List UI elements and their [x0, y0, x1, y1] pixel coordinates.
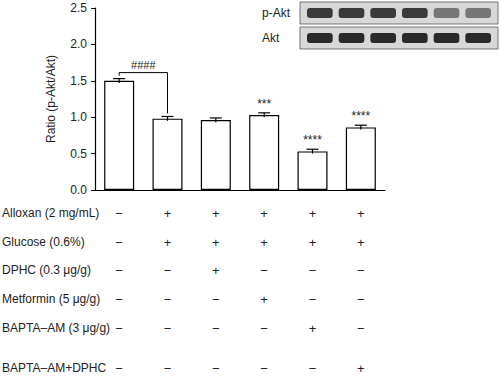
svg-text:2.5: 2.5: [70, 1, 87, 15]
svg-text:−: −: [164, 263, 172, 278]
svg-text:+: +: [357, 235, 365, 250]
svg-text:####: ####: [131, 59, 156, 71]
svg-text:+: +: [309, 321, 317, 336]
svg-text:−: −: [115, 321, 123, 336]
svg-text:+: +: [309, 235, 317, 250]
svg-text:1.0: 1.0: [70, 110, 87, 124]
svg-text:−: −: [115, 206, 123, 221]
svg-text:−: −: [260, 361, 268, 376]
svg-text:−: −: [164, 321, 172, 336]
svg-text:Alloxan (2 mg/mL): Alloxan (2 mg/mL): [2, 206, 99, 220]
svg-text:Metformin (5 μg/g): Metformin (5 μg/g): [2, 292, 100, 306]
svg-text:−: −: [260, 263, 268, 278]
svg-text:+: +: [212, 235, 220, 250]
svg-text:Ratio (p-Akt/Akt): Ratio (p-Akt/Akt): [44, 55, 58, 143]
svg-text:+: +: [260, 292, 268, 307]
svg-text:+: +: [260, 235, 268, 250]
svg-text:+: +: [357, 361, 365, 376]
svg-text:−: −: [115, 263, 123, 278]
svg-text:+: +: [212, 263, 220, 278]
svg-text:−: −: [115, 235, 123, 250]
svg-text:+: +: [260, 206, 268, 221]
svg-text:−: −: [357, 292, 365, 307]
svg-text:+: +: [309, 206, 317, 221]
svg-text:p-Akt: p-Akt: [262, 6, 291, 20]
svg-text:+: +: [164, 235, 172, 250]
svg-text:−: −: [115, 292, 123, 307]
svg-text:−: −: [357, 321, 365, 336]
svg-text:−: −: [309, 263, 317, 278]
svg-text:Glucose (0.6%): Glucose (0.6%): [2, 235, 85, 249]
svg-text:−: −: [309, 292, 317, 307]
svg-text:−: −: [212, 292, 220, 307]
svg-text:+: +: [357, 206, 365, 221]
svg-text:DPHC (0.3 μg/g): DPHC (0.3 μg/g): [2, 263, 91, 277]
svg-text:+: +: [164, 206, 172, 221]
svg-text:0.0: 0.0: [70, 183, 87, 197]
svg-text:***: ***: [257, 97, 271, 111]
svg-text:BAPTA–AM (3 μg/g): BAPTA–AM (3 μg/g): [2, 321, 110, 335]
svg-text:+: +: [212, 206, 220, 221]
svg-text:Akt: Akt: [262, 31, 280, 45]
svg-text:−: −: [212, 321, 220, 336]
svg-text:−: −: [260, 321, 268, 336]
svg-text:0.5: 0.5: [70, 147, 87, 161]
svg-text:1.5: 1.5: [70, 74, 87, 88]
svg-text:−: −: [115, 361, 123, 376]
svg-text:−: −: [212, 361, 220, 376]
svg-text:−: −: [164, 361, 172, 376]
svg-text:−: −: [309, 361, 317, 376]
svg-text:2.0: 2.0: [70, 37, 87, 51]
svg-text:****: ****: [303, 133, 322, 147]
svg-text:****: ****: [351, 109, 370, 123]
svg-text:−: −: [357, 263, 365, 278]
svg-text:BAPTA–AM+DPHC: BAPTA–AM+DPHC: [2, 361, 106, 375]
svg-text:−: −: [164, 292, 172, 307]
